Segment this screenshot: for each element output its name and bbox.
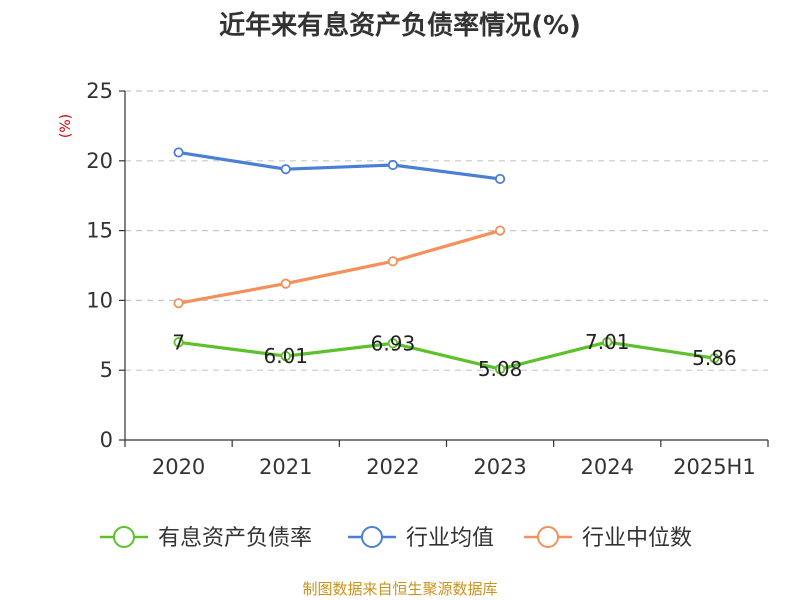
data-point (280, 278, 291, 289)
legend-marker (537, 526, 559, 548)
data-label: 6.01 (263, 344, 308, 368)
series-line (177, 229, 502, 305)
data-label: 7 (172, 330, 185, 354)
x-tick-label: 2023 (473, 455, 526, 479)
series-line (177, 150, 502, 181)
data-point (280, 164, 291, 175)
series-layer (173, 147, 720, 375)
legend-label: 行业中位数 (582, 526, 692, 551)
y-axis-label: (%) (58, 114, 74, 138)
source-text: 制图数据来自恒生聚源数据库 (302, 580, 497, 598)
legend-label: 有息资产负债率 (158, 526, 312, 551)
data-point (387, 338, 399, 349)
x-tick-label: 2020 (152, 455, 205, 479)
data-point (494, 173, 506, 185)
legend-marker (361, 526, 383, 548)
data-label: 7.01 (585, 330, 630, 354)
chart-title: 近年来有息资产负债率情况(%) (219, 10, 581, 41)
y-tick-label: 15 (86, 219, 113, 243)
data-point (709, 353, 720, 364)
legend-label: 行业均值 (406, 526, 494, 551)
data-point (173, 298, 184, 309)
data-point (494, 225, 506, 236)
axis-layer: 0 5 10 15 20 25 2020 2021 2022 2023 2024 2025H1 (86, 79, 769, 479)
data-label: 5.08 (478, 357, 523, 381)
data-point (280, 351, 291, 362)
y-tick-label: 5 (100, 358, 113, 382)
data-label: 6.93 (371, 331, 416, 355)
data-point (387, 256, 399, 267)
x-tick-label: 2021 (259, 455, 312, 479)
x-tick-label: 2024 (581, 455, 634, 479)
data-point (602, 337, 613, 348)
data-point (173, 337, 184, 348)
legend: 有息资产负债率 行业均值 行业中位数 (100, 526, 692, 551)
x-tick-label: 2022 (366, 455, 419, 479)
y-tick-label: 20 (86, 149, 113, 173)
legend-marker (113, 526, 135, 548)
data-point (494, 363, 506, 375)
data-label-layer: 7 6.01 6.93 5.08 7.01 5.86 (172, 330, 736, 381)
grid-layer (125, 90, 768, 371)
x-tick-label: 2025H1 (673, 455, 756, 479)
data-label: 5.86 (692, 346, 737, 370)
series-line (177, 340, 716, 371)
y-tick-label: 25 (86, 79, 113, 103)
data-point (173, 147, 184, 158)
y-tick-label: 0 (100, 428, 113, 452)
data-point (387, 159, 399, 171)
y-tick-label: 10 (86, 288, 113, 312)
